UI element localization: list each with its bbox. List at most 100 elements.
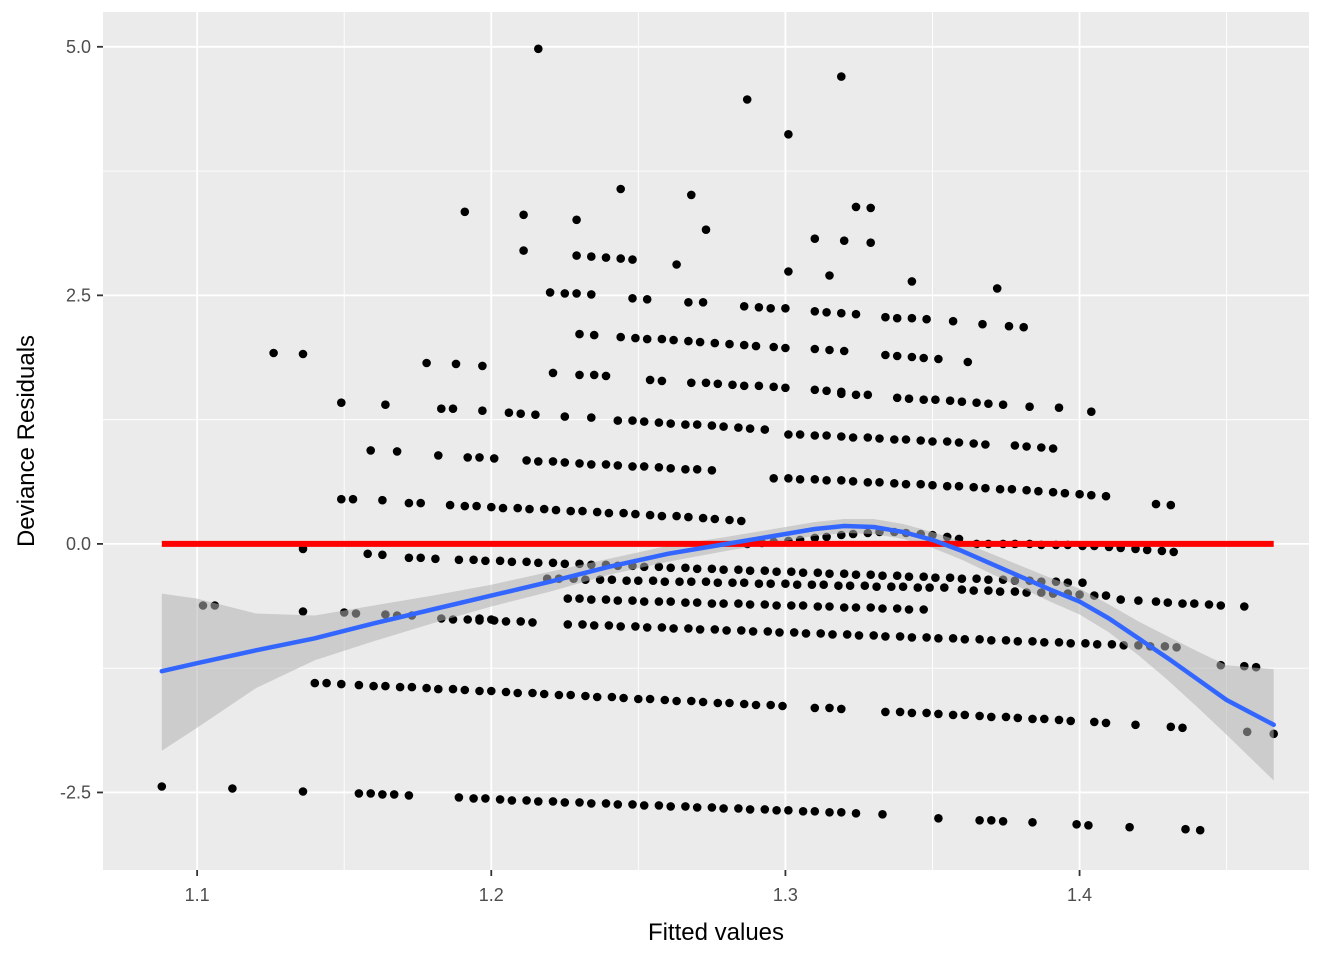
data-point [645,375,655,385]
data-point [525,504,534,514]
data-point [469,794,478,803]
x-tick-label: 1.1 [185,885,210,905]
x-axis-title: Fitted values [648,919,784,946]
data-point [1190,599,1199,608]
data-point [698,298,708,307]
data-point [669,335,678,345]
data-point [739,340,749,350]
data-point [513,503,522,513]
data-point [601,253,611,262]
data-point [760,425,770,434]
data-point [628,255,637,264]
data-point [810,234,820,243]
data-point [878,571,887,580]
data-point [913,583,923,592]
panel-background [103,12,1309,870]
data-point [601,371,611,381]
data-point [839,346,849,356]
data-point [975,711,984,721]
data-point [657,623,667,632]
data-point [707,564,717,574]
data-point [522,456,531,465]
data-point [763,627,773,636]
data-point [548,457,558,466]
data-point [534,558,543,568]
data-point [719,422,728,431]
data-point [863,433,873,442]
data-point [822,308,831,317]
data-point [639,462,649,471]
data-point [657,334,667,344]
data-point [866,603,875,612]
data-point [798,568,808,577]
data-point [772,567,781,576]
data-point [1081,639,1090,648]
data-point [498,503,508,513]
data-point [534,457,543,466]
data-point [604,508,614,518]
data-point [860,581,870,590]
data-point [666,464,675,473]
data-point [875,478,884,487]
data-point [487,686,496,696]
data-point [787,601,796,610]
data-point [560,559,570,569]
data-point [781,304,790,313]
data-point [769,474,778,483]
data-point [837,387,846,397]
data-point [1157,546,1167,556]
data-point [737,626,746,635]
data-point [642,295,652,304]
data-point [687,378,696,388]
data-point [692,465,702,474]
data-point [810,807,820,816]
data-point [354,789,364,798]
data-point [522,557,531,567]
data-point [851,809,861,818]
data-point [722,626,731,635]
data-point [528,618,537,627]
data-point [916,436,925,445]
data-point [578,620,587,629]
data-point [363,549,373,559]
data-point [798,807,808,816]
data-point [1178,599,1187,608]
data-point [713,578,723,587]
data-point [925,583,934,592]
data-point [572,289,581,298]
data-point [631,333,640,343]
data-point [545,288,555,297]
data-point [892,313,902,323]
data-point [737,516,746,526]
data-point [695,625,705,634]
data-point [1010,441,1020,450]
data-point [619,508,628,518]
data-point [404,553,414,563]
data-point [1004,321,1014,331]
y-tick-label: 0.0 [66,534,91,554]
data-point [875,434,884,443]
data-point [789,628,799,637]
data-point [751,700,761,710]
data-point [539,689,549,699]
data-point [422,358,431,368]
data-point [957,397,967,407]
data-point [1054,638,1064,647]
data-point [934,709,943,719]
data-point [866,238,875,247]
data-point [822,386,831,396]
data-point [769,382,778,392]
data-point [437,404,446,414]
data-point [460,501,470,511]
data-point [787,567,796,576]
data-point [801,629,811,638]
data-point [501,617,511,626]
data-point [851,570,861,579]
data-point [681,420,690,429]
data-point [695,337,705,347]
data-point [634,576,643,585]
data-point [604,621,614,630]
data-point [837,308,846,318]
data-point [972,574,981,583]
data-point [701,225,711,234]
